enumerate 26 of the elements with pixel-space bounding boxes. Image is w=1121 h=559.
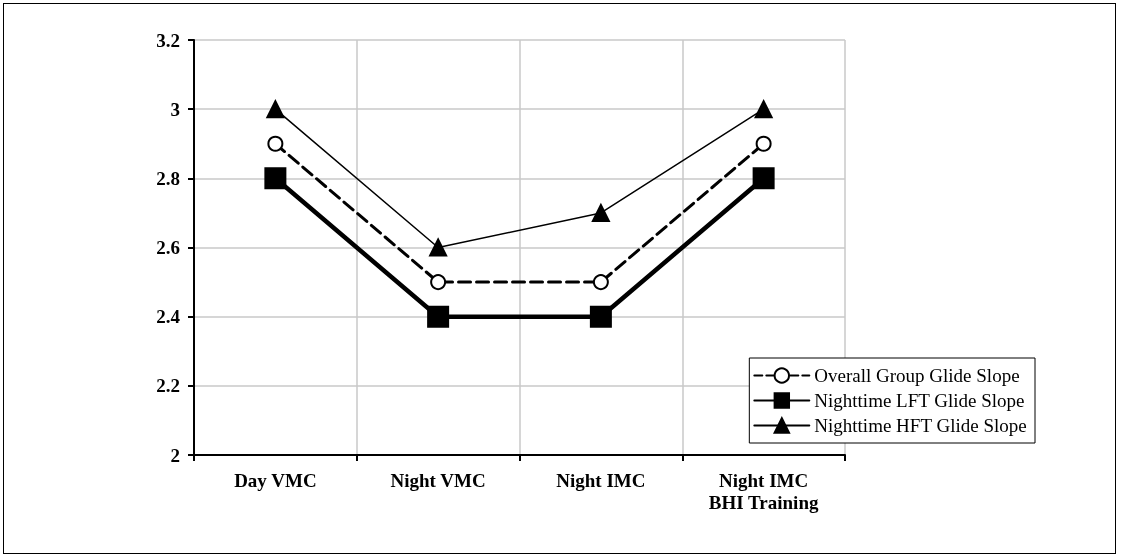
y-tick-label: 2.4 <box>156 306 181 328</box>
point <box>589 305 612 328</box>
point <box>754 100 773 119</box>
point <box>592 274 609 291</box>
y-tick-label: 2.6 <box>156 237 180 258</box>
y-tick-label: 2.8 <box>156 167 180 189</box>
point <box>752 167 775 190</box>
point <box>427 305 450 328</box>
point <box>755 135 772 152</box>
y-tick-label: 2.2 <box>156 375 180 397</box>
point <box>266 100 285 119</box>
point <box>267 135 284 152</box>
legend-label: Overall Group Glide Slope <box>814 365 1020 386</box>
y-tick-label: 2 <box>170 444 180 466</box>
x-tick-label: Night IMC BHI Training <box>708 469 819 513</box>
point <box>591 203 610 222</box>
x-tick-label: Night VMC <box>390 469 486 491</box>
y-tick-label: 3 <box>170 98 180 120</box>
x-tick-label: Night IMC <box>556 469 646 491</box>
legend-label: Nighttime HFT Glide Slope <box>814 415 1027 436</box>
y-tick-label: 3.2 <box>156 29 180 51</box>
point <box>429 238 448 257</box>
point <box>430 274 447 291</box>
legend-label: Nighttime LFT Glide Slope <box>814 390 1025 411</box>
point <box>264 167 287 190</box>
x-tick-label: Day VMC <box>234 469 317 491</box>
